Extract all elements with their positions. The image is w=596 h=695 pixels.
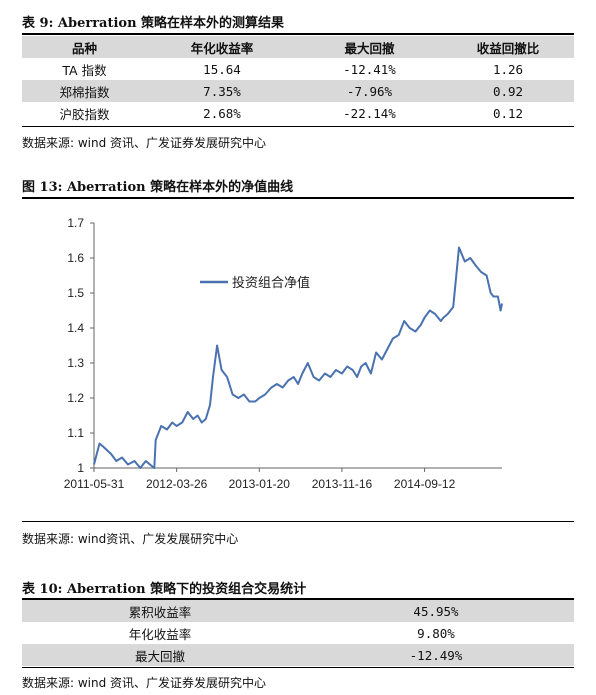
x-tick-label: 2012-03-26	[146, 477, 208, 491]
table-cell: -12.41%	[343, 61, 396, 77]
table-row: TA 指数 15.64 -12.41% 1.26	[22, 58, 574, 80]
table-cell: -7.96%	[346, 83, 393, 99]
figure13-top-rule	[22, 197, 574, 199]
table-cell: 累积收益率	[128, 604, 192, 620]
table-cell: -22.14%	[343, 105, 396, 121]
table-row: 郑棉指数 7.35% -7.96% 0.92	[22, 80, 574, 102]
y-tick-label: 1.6	[67, 251, 84, 265]
table9: 品种 年化收益率 最大回撤 收益回撤比 TA 指数 15.64 -12.41% …	[22, 36, 574, 124]
table-cell: 郑棉指数	[59, 84, 110, 100]
y-tick-label: 1.5	[67, 286, 84, 300]
table-cell: 0.92	[492, 83, 524, 99]
table-cell: TA 指数	[62, 62, 107, 78]
table-cell: 45.95%	[413, 603, 459, 619]
table9-source: 数据来源: wind 资讯、广发证券发展研究中心	[22, 136, 267, 150]
table9-top-rule	[22, 33, 574, 35]
legend-label: 投资组合净值	[232, 275, 310, 291]
x-tick-label: 2013-01-20	[229, 477, 291, 491]
table-row: 年化收益率 9.80%	[22, 622, 574, 644]
y-tick-label: 1.4	[67, 321, 84, 335]
table9-header-row: 品种 年化收益率 最大回撤 收益回撤比	[22, 36, 574, 58]
figure13-source: 数据来源: wind资讯、广发发展研究中心	[22, 532, 239, 546]
table10-top-rule	[22, 598, 574, 600]
y-tick-label: 1	[77, 461, 84, 475]
figure13-title: 图 13: Aberration 策略在样本外的净值曲线	[22, 180, 294, 195]
table-row: 沪胶指数 2.68% -22.14% 0.12	[22, 102, 574, 124]
table-cell: 最大回撤	[134, 648, 185, 664]
series-line-net-value	[93, 246, 503, 469]
figure13-bottom-rule	[22, 521, 574, 522]
table-cell: 9.80%	[417, 625, 455, 641]
table-cell: 年化收益率	[128, 626, 192, 642]
y-tick-label: 1.2	[67, 391, 84, 405]
table-cell: 7.35%	[203, 83, 241, 99]
table-cell: 2.68%	[203, 105, 241, 121]
table10: 累积收益率 45.95% 年化收益率 9.80% 最大回撤 -12.49%	[22, 600, 574, 666]
table-cell: -12.49%	[409, 647, 463, 663]
table9-bottom-rule	[22, 126, 574, 127]
table9-title: 表 9: Aberration 策略在样本外的测算结果	[22, 16, 285, 31]
table9-header-cell: 年化收益率	[190, 40, 254, 56]
table9-header-cell: 收益回撤比	[476, 40, 540, 56]
net-value-chart: 1 1.1 1.2 1.3 1.4 1.5 1.6 1.7 2011-05-31 2012-03-…	[64, 216, 503, 491]
y-tick-label: 1.1	[67, 426, 84, 440]
table-cell: 沪胶指数	[59, 106, 110, 122]
table10-bottom-rule	[22, 667, 574, 668]
table-cell: 1.26	[492, 61, 524, 77]
table10-source: 数据来源: wind 资讯、广发证券发展研究中心	[22, 676, 267, 690]
x-tick-label: 2014-09-12	[394, 477, 456, 491]
table9-header-cell: 品种	[71, 40, 97, 56]
table10-title: 表 10: Aberration 策略下的投资组合交易统计	[22, 582, 307, 597]
table9-header-cell: 最大回撤	[344, 40, 395, 56]
table-cell: 15.64	[203, 61, 241, 77]
table-row: 累积收益率 45.95%	[22, 600, 574, 622]
x-tick-label: 2013-11-16	[312, 477, 373, 491]
x-tick-label: 2011-05-31	[64, 477, 125, 491]
y-tick-label: 1.3	[67, 356, 84, 370]
table-row: 最大回撤 -12.49%	[22, 644, 574, 666]
table-cell: 0.12	[492, 105, 524, 121]
y-tick-label: 1.7	[67, 216, 84, 230]
